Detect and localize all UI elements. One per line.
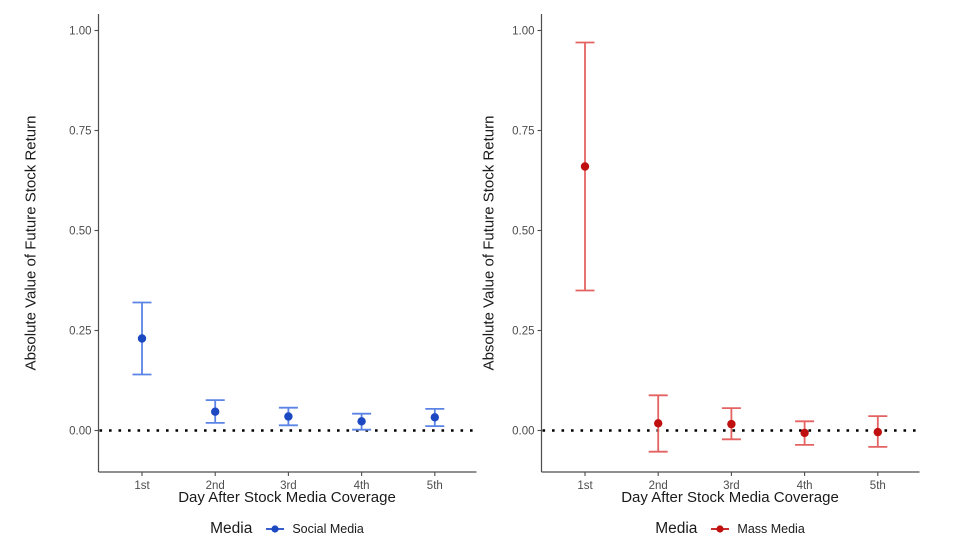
pointrange-left-4th [352, 412, 372, 431]
pointrange-right-4th [795, 420, 815, 446]
point-estimate [357, 417, 366, 426]
x-tick-label: 3rd [280, 480, 297, 492]
panel-left: 0.00 0.25 0.50 0.75 1.00 1st 2nd 3rd 4th 5th [69, 14, 477, 492]
y-tick-label: 1.00 [512, 26, 534, 38]
x-tick-label: 2nd [649, 480, 668, 492]
point-estimate [430, 413, 439, 422]
point-estimate [137, 334, 147, 343]
legend-title: Media [655, 520, 698, 537]
x-tick-label: 5th [427, 480, 443, 492]
pointrange-key-icon [266, 525, 285, 533]
point-estimate [654, 419, 663, 428]
y-tick-label: 0.25 [69, 326, 91, 338]
y-tick-label: 0.25 [512, 326, 534, 338]
y-axis-title-right: Absolute Value of Future Stock Return [480, 115, 498, 371]
pointrange-left-1st [132, 301, 152, 376]
x-axis-title-left: Day After Stock Media Coverage [178, 489, 396, 506]
pointrange-key-icon [711, 525, 730, 533]
legend-mass-media: Media Mass Media [541, 517, 919, 541]
point-estimate [873, 427, 882, 437]
y-tick-label: 0.75 [512, 126, 534, 138]
pointrange-right-5th [868, 415, 888, 448]
legend-label-mass-media: Mass Media [737, 522, 805, 536]
pointrange-right-1st [575, 41, 595, 292]
pointrange-left-5th [425, 407, 445, 428]
y-tick-label: 0.50 [512, 226, 534, 238]
x-tick-label: 1st [134, 480, 150, 492]
point-estimate [211, 407, 220, 416]
point-estimate [284, 412, 293, 421]
x-tick-label: 2nd [206, 480, 225, 492]
pointrange-right-3rd [721, 407, 741, 441]
pointrange-left-2nd [205, 399, 225, 424]
pointrange-left-3rd [278, 406, 298, 427]
x-tick-label: 4th [354, 480, 370, 492]
x-axis-title-right: Day After Stock Media Coverage [621, 489, 839, 506]
point-estimate [580, 162, 590, 171]
x-tick-label: 1st [577, 480, 593, 492]
y-tick-label: 0.50 [69, 226, 91, 238]
point-estimate [727, 419, 736, 429]
x-tick-label: 4th [797, 480, 813, 492]
y-axis-title-left: Absolute Value of Future Stock Return [22, 115, 40, 371]
panel-right: 0.00 0.25 0.50 0.75 1.00 1st 2nd 3rd 4th 5th [512, 14, 920, 492]
y-tick-label: 0.00 [69, 426, 91, 438]
y-tick-label: 0.75 [69, 126, 91, 138]
point-estimate [800, 428, 809, 438]
legend-label-social-media: Social Media [292, 522, 364, 536]
x-tick-label: 3rd [723, 480, 740, 492]
legend-title: Media [210, 520, 253, 537]
y-tick-label: 0.00 [512, 426, 534, 438]
legend-social-media: Media Social Media [98, 517, 476, 541]
pointrange-right-2nd [648, 394, 668, 453]
y-tick-label: 1.00 [69, 26, 91, 38]
x-tick-label: 5th [870, 480, 886, 492]
